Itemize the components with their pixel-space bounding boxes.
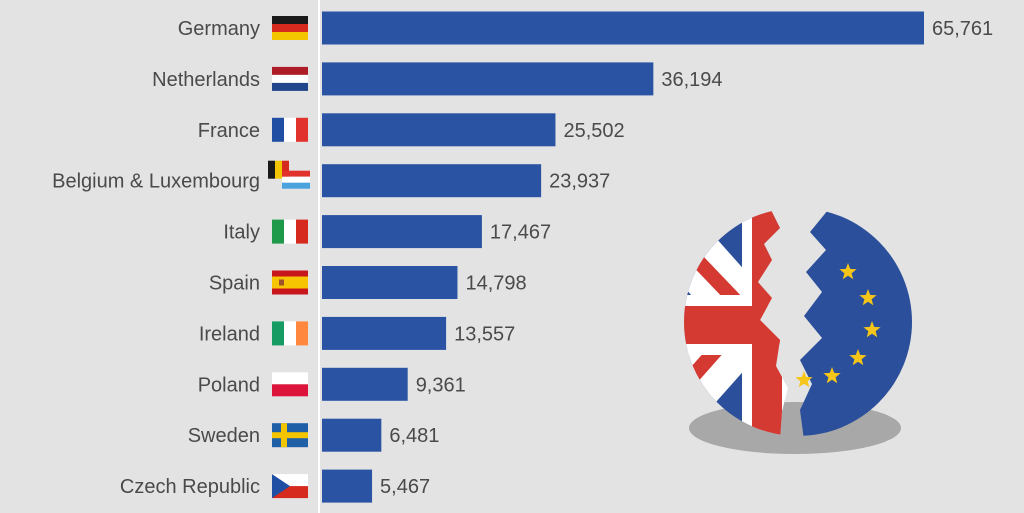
flag-czech-republic-icon <box>272 474 308 499</box>
flag-spain-icon <box>272 270 308 295</box>
category-label-spain: Spain <box>209 273 260 295</box>
value-label-czech-republic: 5,467 <box>380 476 430 498</box>
flag-belgium-luxembourg-icon <box>268 160 310 189</box>
category-label-czech-republic: Czech Republic <box>120 476 260 498</box>
bar-germany <box>322 11 924 45</box>
flag-sweden-icon <box>272 423 308 448</box>
category-label-germany: Germany <box>178 18 260 40</box>
value-label-italy: 17,467 <box>490 222 551 244</box>
category-label-ireland: Ireland <box>199 323 260 345</box>
value-label-spain: 14,798 <box>465 273 526 295</box>
bar-spain <box>322 266 458 299</box>
bar-italy <box>322 215 482 249</box>
eu-star-icon <box>859 289 877 306</box>
flag-ireland-icon <box>272 321 308 346</box>
broken-uk-eu-flag-icon <box>684 208 912 454</box>
eu-star-icon <box>839 263 857 280</box>
flag-germany-icon <box>272 16 308 40</box>
bar-czech-republic <box>322 469 373 503</box>
category-label-italy: Italy <box>223 222 260 244</box>
value-label-poland: 9,361 <box>416 374 466 396</box>
category-label-belgium-luxembourg: Belgium & Luxembourg <box>52 171 260 193</box>
eu-star-icon <box>849 349 867 366</box>
bar-sweden <box>322 418 382 452</box>
eu-flag-half-icon <box>800 208 912 436</box>
eu-star-icon <box>823 367 841 384</box>
value-label-netherlands: 36,194 <box>661 69 722 91</box>
flag-italy-icon <box>272 219 308 244</box>
eu-stars-icon <box>795 263 881 388</box>
bar-ireland <box>322 316 447 350</box>
value-label-sweden: 6,481 <box>389 425 439 447</box>
category-label-sweden: Sweden <box>188 425 260 447</box>
bar-netherlands <box>322 62 654 96</box>
value-label-france: 25,502 <box>563 120 624 142</box>
value-label-ireland: 13,557 <box>454 323 515 345</box>
flag-poland-icon <box>272 372 308 397</box>
category-label-netherlands: Netherlands <box>152 69 260 91</box>
eu-star-icon <box>795 371 813 388</box>
flag-france-icon <box>272 117 308 142</box>
eu-star-icon <box>863 321 881 338</box>
bar-belgium-luxembourg <box>322 164 542 198</box>
bar-france <box>322 113 556 147</box>
value-label-belgium-luxembourg: 23,937 <box>549 171 610 193</box>
value-label-germany: 65,761 <box>932 18 993 40</box>
category-label-poland: Poland <box>198 374 260 396</box>
flag-netherlands-icon <box>272 66 308 91</box>
bar-poland <box>322 367 408 401</box>
category-label-france: France <box>198 120 260 142</box>
